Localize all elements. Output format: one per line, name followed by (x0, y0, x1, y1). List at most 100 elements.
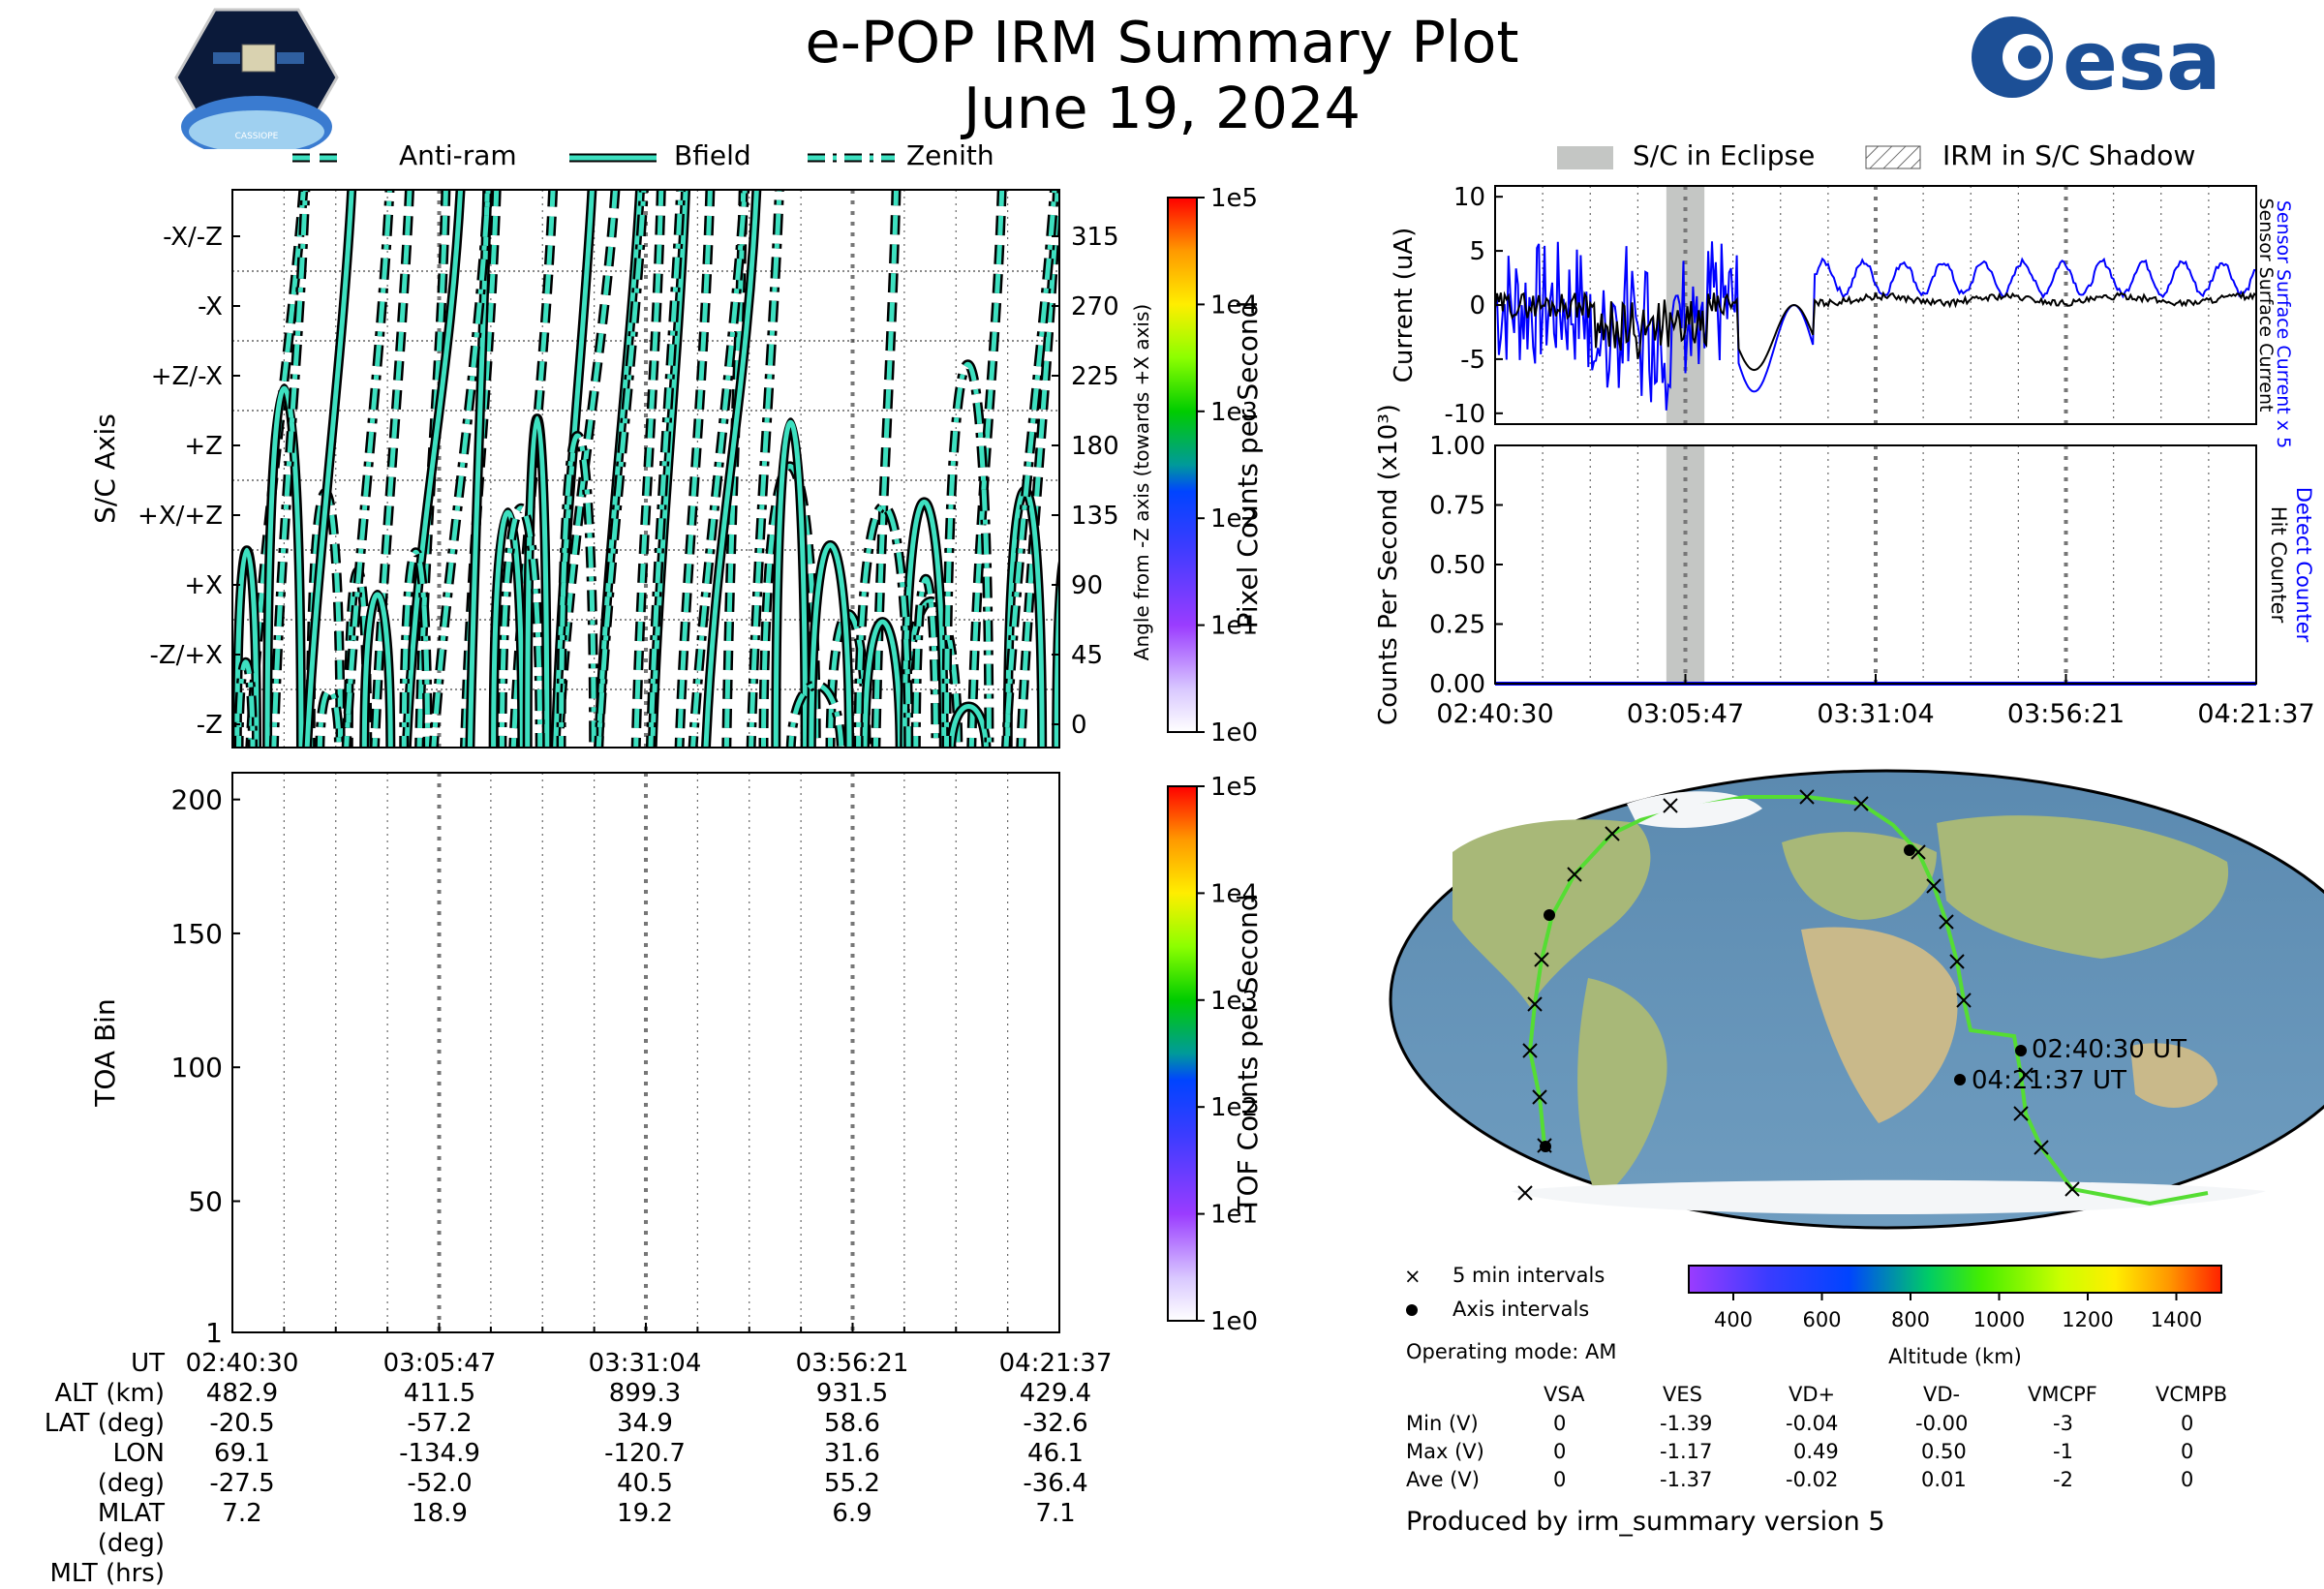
trace-bfield (902, 499, 947, 748)
altitude-tick-label: 1000 (1973, 1308, 2025, 1331)
vt-cell: Ave (V) (1406, 1468, 1480, 1491)
y2tick-label: 270 (1071, 292, 1119, 321)
trace-bfield (1054, 572, 1059, 748)
ytick-label: 0 (1469, 291, 1485, 321)
colorbar-tick-label: 1e4 (1210, 879, 1258, 908)
ephem-cell: -20.5 (209, 1409, 275, 1438)
ytick-label: +X (184, 571, 223, 600)
ephem-cell: 03:05:47 (382, 1349, 497, 1378)
track-x-marker (1527, 996, 1543, 1012)
trace-zenith (648, 190, 684, 748)
vt-header: VES (1663, 1383, 1702, 1406)
ephem-cell: 429.4 (1019, 1379, 1092, 1408)
track-x-marker (1853, 796, 1869, 811)
footer-credit: Produced by irm_summary version 5 (1406, 1507, 1885, 1537)
trace-bfield (491, 510, 525, 748)
ytick-label: 150 (171, 918, 223, 950)
ephem-col-1: 03:05:47 411.5 -57.2 -134.9 -52.0 18.9 (372, 1349, 507, 1529)
altitude-gradient (1688, 1265, 2222, 1294)
map-legend-axis: Axis intervals (1452, 1298, 1590, 1321)
vt-header: VD- (1923, 1383, 1961, 1406)
ephem-label-alt: ALT (km) (54, 1379, 165, 1408)
vt-cell: -1.17 (1660, 1440, 1713, 1463)
vt-cell: -0.04 (1786, 1412, 1839, 1435)
ytick-label: 5 (1469, 237, 1485, 266)
vt-row: Min (V) 0 -1.39 -0.04 -0.00 -3 0 (1398, 1412, 2250, 1440)
colorbar-tick-label: 1e0 (1210, 718, 1258, 748)
ephem-cell: -120.7 (604, 1439, 686, 1468)
y2tick-label: 90 (1071, 571, 1103, 600)
ytick-label: -Z (197, 711, 223, 740)
ephem-cell: 69.1 (214, 1439, 270, 1468)
ephem-cell: -36.4 (1023, 1469, 1088, 1498)
vt-row: Max (V) 0 -1.17 0.49 0.50 -1 0 (1398, 1440, 2250, 1468)
sensor-current-x5-line (1495, 241, 2256, 411)
plot-title: e-POP IRM Summary Plot (805, 9, 1519, 76)
track-end-label: 04:21:37 UT (1972, 1066, 2126, 1095)
ephem-cell: 46.1 (1027, 1439, 1084, 1468)
current-panel: 10 5 0 -5 -10 Current (uA) Sensor Surface Curr… (1390, 183, 2294, 448)
legend-eclipse-label: S/C in Eclipse (1633, 139, 1816, 171)
ytick-label: 1.00 (1429, 432, 1485, 461)
track-start-label: 02:40:30 UT (2032, 1035, 2186, 1064)
xtick-label: 03:05:47 (1627, 699, 1744, 729)
trace-anti-ram (372, 190, 413, 748)
vt-cell: 0 (1553, 1468, 1567, 1491)
track-x-marker (1522, 1043, 1538, 1058)
colorbar-tick-label: 1e2 (1210, 1093, 1258, 1122)
legend-shadow-label: IRM in S/C Shadow (1942, 139, 2196, 171)
greenland (1627, 791, 1762, 828)
ephem-cell: 04:21:37 (998, 1349, 1113, 1378)
altitude-tick-label: 1200 (2062, 1308, 2113, 1331)
colorbar-tick-label: 1e2 (1210, 504, 1258, 534)
current-right-label-blue: Sensor Surface Current x 5 (2273, 200, 2294, 448)
europe (1782, 832, 1937, 920)
ephem-cell: -52.0 (407, 1469, 473, 1498)
colorbar-tick-label: 1e3 (1210, 398, 1258, 427)
vt-cell: 0.01 (1921, 1468, 1967, 1491)
y2tick-label: 315 (1071, 223, 1119, 252)
trace-bfield (264, 385, 304, 748)
track-x-marker (2034, 1140, 2049, 1155)
current-ylabel: Current (uA) (1390, 228, 1419, 382)
trace-zenith (913, 576, 938, 748)
legend-antiram-line (292, 153, 347, 163)
ytick-label: 10 (1453, 183, 1485, 212)
colorbar-label: TOF Counts per Second (1232, 894, 1264, 1213)
track-x-marker (2064, 1181, 2080, 1197)
altitude-tick-label: 1400 (2151, 1308, 2202, 1331)
track-axis-dot (1540, 1141, 1551, 1152)
altitude-tick-label: 600 (1802, 1308, 1841, 1331)
ephem-col-2: 03:31:04 899.3 34.9 -120.7 40.5 19.2 (577, 1349, 713, 1529)
ephem-label-mlat: MLAT (deg) (97, 1499, 165, 1558)
ytick-label: +Z (184, 432, 223, 461)
vt-cell: -2 (2053, 1468, 2073, 1491)
plot-date: June 19, 2024 (963, 75, 1361, 141)
ephem-cell: 18.9 (412, 1499, 468, 1528)
ytick-label: 200 (171, 784, 223, 816)
current-right-label-black: Sensor Surface Current (2255, 199, 2277, 413)
sensor-current-line (1495, 290, 2256, 372)
trace-zenith (499, 505, 543, 748)
operating-mode: Operating mode: AM (1406, 1340, 1617, 1363)
ephem-cell: 19.2 (617, 1499, 673, 1528)
colorbar-tick-label: 1e4 (1210, 290, 1258, 320)
vt-cell: 0 (2181, 1468, 2194, 1491)
ephem-label-lon: LON (deg) (97, 1439, 165, 1498)
ytick-label: -X (198, 292, 223, 321)
legend-bfield-label: Bfield (674, 139, 751, 171)
track-x-marker (1663, 798, 1678, 813)
colorbar-gradient (1167, 785, 1198, 1322)
trace-anti-ram (677, 190, 713, 748)
ephem-cell: -57.2 (407, 1409, 473, 1438)
y2tick-label: 135 (1071, 502, 1119, 531)
colorbar-label: Pixel Counts per Second (1232, 301, 1264, 629)
ytick-label: -5 (1460, 346, 1485, 375)
ephem-col-0: 02:40:30 482.9 -20.5 69.1 -27.5 7.2 (174, 1349, 310, 1529)
vt-header: VMCPF (2028, 1383, 2097, 1406)
trace-zenith (1003, 190, 1057, 748)
trace-anti-ram (872, 190, 900, 748)
trace-zenith (943, 361, 992, 748)
track-x-marker (1799, 789, 1815, 805)
